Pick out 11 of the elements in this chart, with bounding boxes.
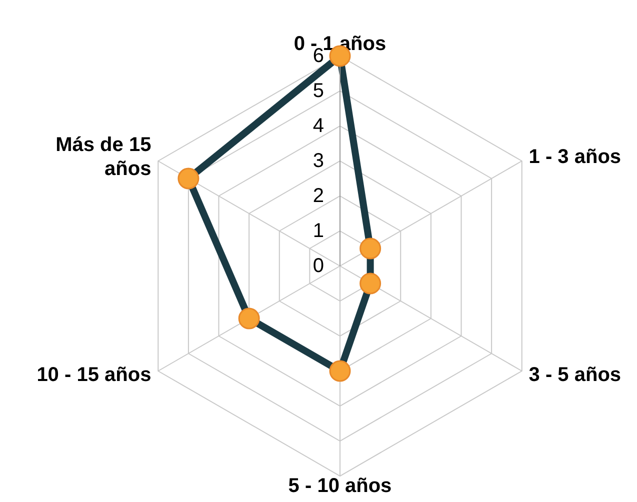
spoke-label: 5 - 10 años	[288, 475, 392, 497]
y-tick-label: 3	[312, 150, 324, 172]
y-tick-label: 4	[312, 115, 324, 137]
y-tick-label: 2	[312, 185, 324, 207]
y-tick-label: 0	[312, 255, 324, 277]
spoke-label: 1 - 3 años	[528, 146, 622, 168]
y-tick-label: 1	[312, 220, 324, 242]
spoke-label: 10 - 15 años	[36, 364, 152, 386]
spoke-label: 3 - 5 años	[528, 364, 622, 386]
y-tick-label: 5	[312, 80, 324, 102]
spoke-label: Más de 15 años	[56, 134, 152, 180]
